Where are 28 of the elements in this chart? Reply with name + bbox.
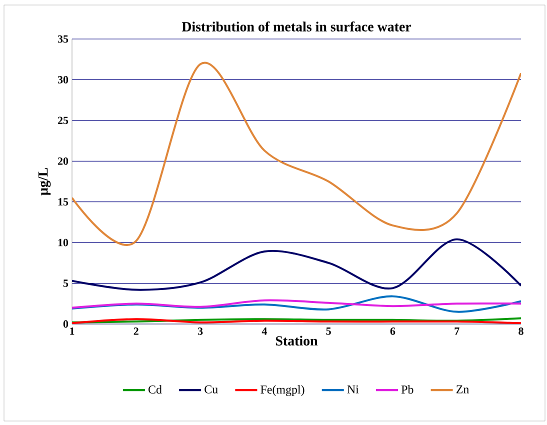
legend-label: Pb (401, 385, 414, 394)
x-axis-title: Station (276, 336, 318, 346)
y-tick-label: 10 (58, 238, 68, 246)
legend-label: Fe(mgpl) (260, 385, 304, 396)
chart-title: Distribution of metals in surface water (182, 22, 412, 32)
line-series (72, 295, 522, 313)
legend-label: Zn (456, 385, 469, 394)
x-tick-label: 1 (70, 328, 74, 335)
x-tick-label: 5 (326, 328, 331, 335)
x-tick-label: 3 (198, 328, 203, 335)
y-tick-label: 5 (63, 280, 68, 287)
x-tick-label: 8 (518, 328, 524, 335)
y-tick-label: 20 (58, 157, 68, 165)
legend-label: Cd (148, 385, 162, 394)
x-tick-label: 4 (262, 328, 267, 335)
y-tick-label: 35 (58, 35, 68, 43)
line-series (72, 238, 522, 291)
y-axis-title: µg/L (38, 168, 51, 196)
legend-label: Ni (347, 385, 359, 394)
y-tick-label: 0 (63, 320, 68, 328)
y-tick-label: 30 (58, 76, 68, 84)
y-tick-label: 15 (58, 198, 68, 206)
line-series (72, 299, 522, 309)
legend-label: Cu (204, 385, 218, 394)
y-tick-label: 25 (58, 116, 68, 124)
x-tick-label: 6 (390, 328, 396, 335)
x-tick-label: 7 (454, 328, 460, 335)
x-tick-label: 2 (134, 328, 138, 335)
